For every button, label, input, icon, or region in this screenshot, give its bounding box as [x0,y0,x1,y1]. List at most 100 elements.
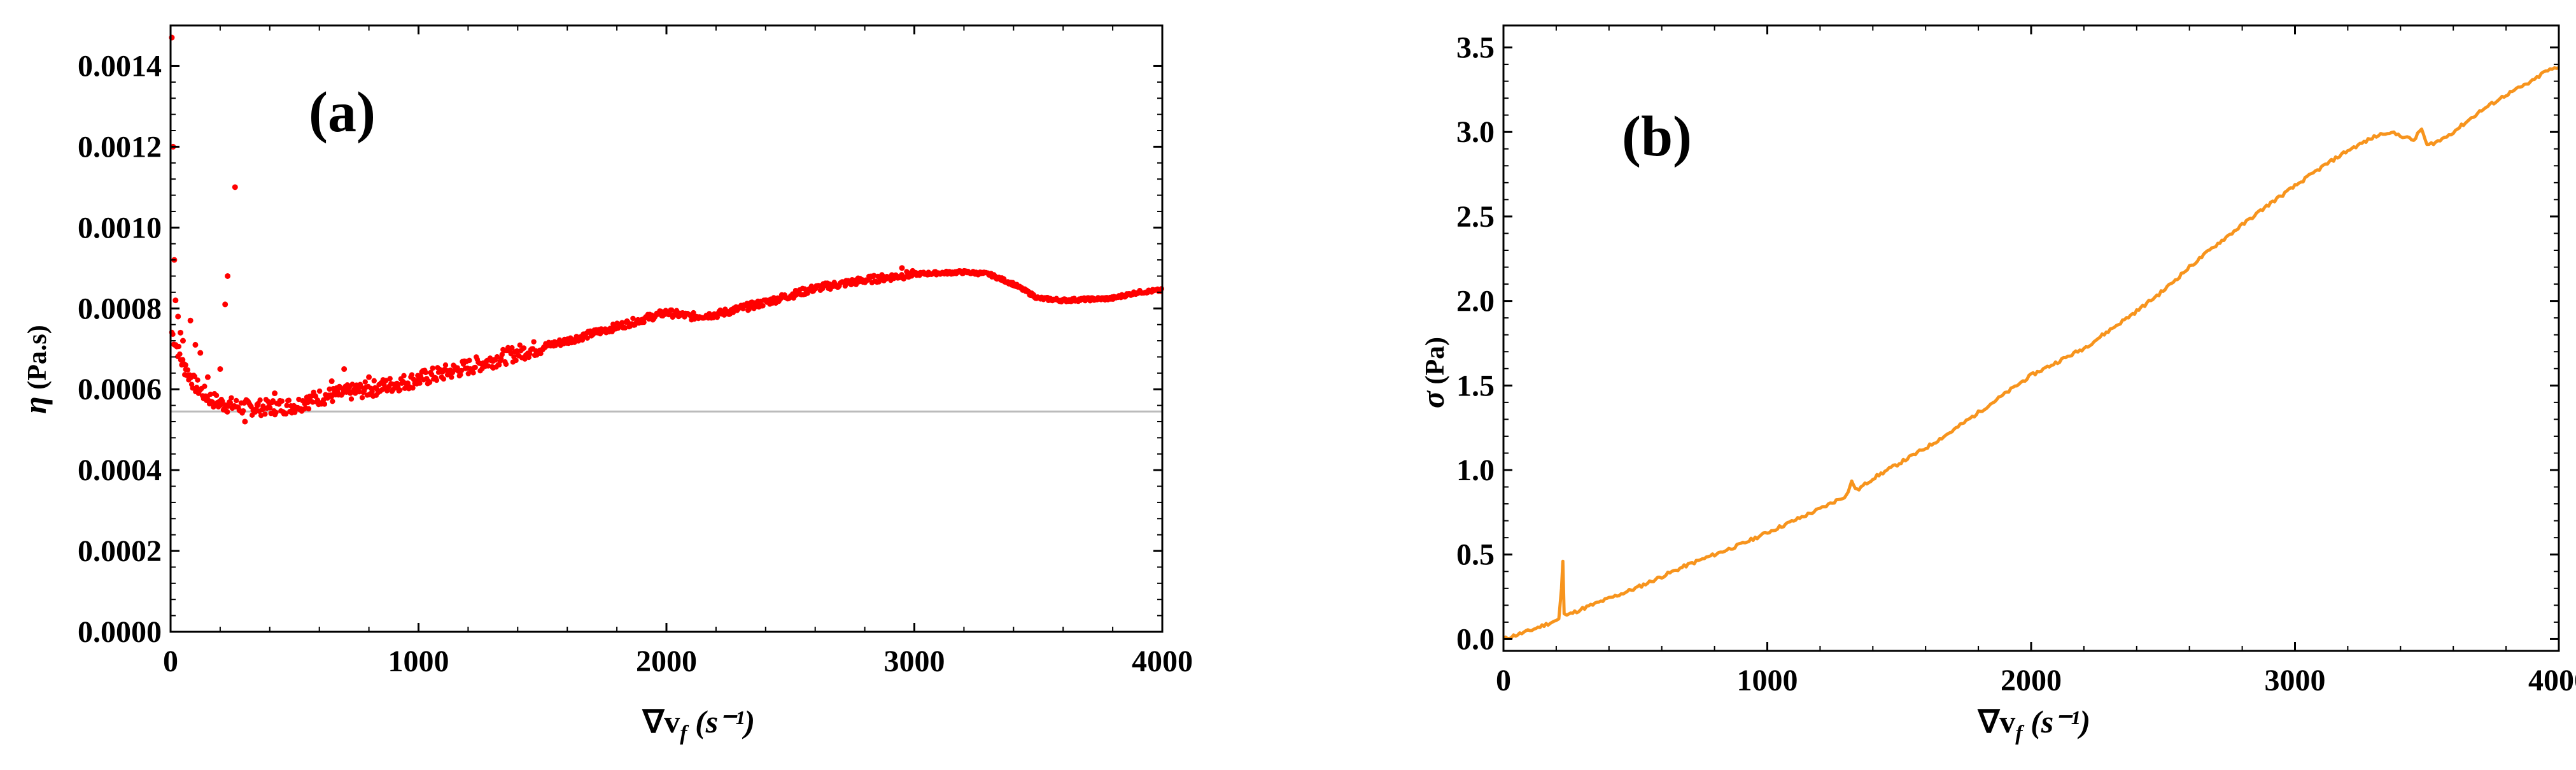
data-point-outlier [204,374,211,380]
data-point [458,367,465,374]
data-point [306,406,312,412]
data-point-outlier [225,273,231,279]
data-point [309,399,316,405]
x-axis-label: ∇vf (s⁻¹) [1977,704,2090,745]
y-tick-label: 2.5 [1456,200,1495,234]
y-tick-label: 3.5 [1456,31,1495,65]
data-point [494,354,500,360]
y-tick-label: 0.0004 [78,453,162,487]
data-point [417,380,423,386]
data-point [410,385,416,391]
data-point-outlier [899,265,905,271]
scatter-points [169,34,1165,425]
data-point [746,306,752,312]
data-point [409,372,415,378]
x-axis: 0 1000 2000 3000 4000 [1496,25,2576,697]
x-tick-label: 3000 [884,645,945,678]
y-tick-label: 0.0002 [78,534,162,568]
data-point-outlier [197,350,204,356]
data-point [369,389,375,395]
data-point-outlier [187,317,194,324]
data-point-outlier [232,184,238,190]
data-point [284,403,290,408]
data-point-outlier [182,362,188,368]
data-point [521,345,527,351]
data-point [229,395,234,401]
y-tick-label: 0.0014 [78,49,162,83]
data-point [401,373,407,379]
x-tick-label: 2000 [2001,664,2062,697]
x-tick-label: 3000 [2265,664,2326,697]
data-point [328,394,334,399]
data-point [371,378,377,384]
data-point [358,384,364,390]
y-tick-label: 0.0010 [78,211,162,245]
data-point [195,377,201,383]
data-point [283,411,289,417]
y-axis: 0.0000 0.0002 0.0004 0.0006 0.0008 0.0010 0.00… [78,49,1162,649]
y-tick-label: 0.0000 [78,615,162,649]
data-point [503,361,509,367]
data-point [449,374,454,380]
data-point [185,367,191,373]
data-point [314,397,321,403]
data-point [630,315,636,322]
data-point [262,411,268,417]
data-point [279,398,285,404]
data-point-outlier [242,418,248,425]
y-tick-label: 0.5 [1456,538,1495,572]
data-point [227,400,234,406]
data-point [433,377,440,383]
data-point [531,339,537,345]
x-axis-label: ∇vf (s⁻¹) [642,704,755,745]
y-tick-label: 0.0 [1456,622,1495,656]
data-point [527,351,533,357]
data-point [467,357,472,364]
y-tick-label: 3.0 [1456,115,1495,149]
data-point-outlier [304,394,310,401]
x-tick-label: 2000 [636,645,697,678]
data-point [213,392,220,399]
data-point [730,310,736,315]
y-tick-label: 1.0 [1456,453,1495,487]
y-tick-label: 0.0008 [78,292,162,325]
data-point-outlier [175,313,181,320]
data-point-outlier [217,366,223,372]
data-point [273,410,279,415]
data-point [234,397,239,404]
data-point [426,380,433,385]
data-point-outlier [272,390,278,397]
data-point [509,345,515,351]
data-point [517,342,523,348]
x-tick-label: 0 [163,645,178,678]
data-point [458,372,463,378]
data-point-outlier [178,329,184,336]
data-point [387,376,393,381]
data-point [472,364,478,371]
data-point [470,370,476,376]
data-point [349,381,355,387]
panel-label: (a) [309,81,376,144]
y-tick-label: 2.0 [1456,285,1495,318]
data-point [619,320,625,325]
data-point [356,389,362,395]
data-point-outlier [366,374,372,380]
data-point [871,273,877,278]
data-point [177,351,183,357]
y-tick-label: 0.0006 [78,373,162,406]
chart-a-viscosity: 0 1000 2000 3000 4000 0.00000.00020.00040.00… [17,24,1193,745]
data-point [383,378,389,383]
data-point [362,379,368,385]
data-point [359,395,365,401]
data-point [430,365,435,371]
data-point [240,408,246,414]
data-point [498,356,504,362]
data-point [348,396,355,402]
x-tick-label: 4000 [1132,645,1193,678]
data-point-outlier [328,378,335,385]
data-point [267,405,273,411]
data-point [192,373,197,380]
data-point-outlier [222,301,229,308]
data-point [641,319,647,325]
